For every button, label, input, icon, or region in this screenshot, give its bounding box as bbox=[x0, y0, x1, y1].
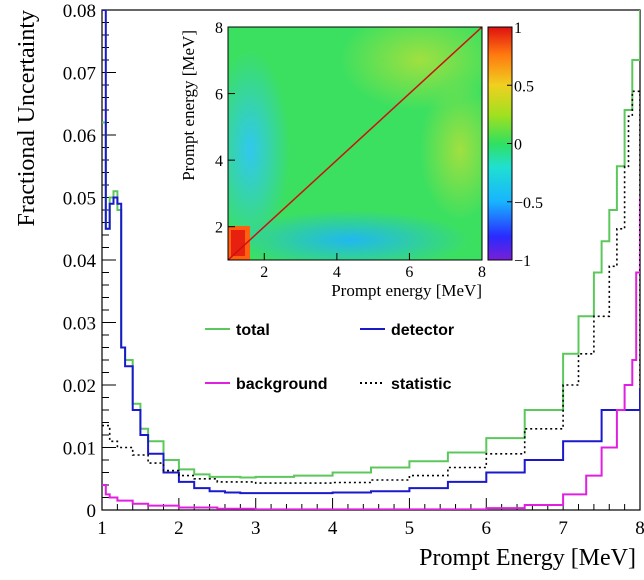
main-x-tick-label: 5 bbox=[405, 518, 415, 539]
main-x-axis-title: Prompt Energy [MeV] bbox=[419, 545, 636, 571]
inset-y-tick-label: 6 bbox=[215, 87, 223, 104]
main-x-tick-label: 4 bbox=[328, 518, 338, 539]
main-y-tick-label: 0 bbox=[87, 501, 97, 522]
main-y-axis-title: Fractional Uncertainty bbox=[14, 10, 40, 227]
main-y-tick-label: 0.04 bbox=[63, 251, 97, 272]
inset-y-tick-label: 8 bbox=[215, 20, 223, 37]
inset-y-axis-ticks: 2 4 6 8 bbox=[215, 20, 235, 237]
main-series-group bbox=[102, 10, 640, 510]
inset-x-tick-label: 2 bbox=[260, 264, 268, 281]
heatmap-region-cyan-left bbox=[228, 50, 290, 250]
colorbar-tick-label: −1 bbox=[514, 253, 531, 270]
main-x-tick-label: 8 bbox=[635, 518, 644, 539]
main-x-tick-label: 3 bbox=[251, 518, 261, 539]
main-x-tick-label: 7 bbox=[558, 518, 568, 539]
inset-y-tick-label: 2 bbox=[215, 220, 223, 237]
colorbar-tick-label: −0.5 bbox=[514, 195, 543, 212]
main-y-tick-label: 0.01 bbox=[63, 439, 96, 460]
heatmap-low-energy-core bbox=[231, 230, 245, 256]
legend-label-statistic: statistic bbox=[391, 376, 452, 393]
legend-label-total: total bbox=[236, 322, 270, 339]
inset-x-tick-label: 4 bbox=[333, 264, 341, 281]
heatmap-region-cyan-bottom bbox=[230, 210, 470, 260]
legend-label-background: background bbox=[236, 376, 328, 393]
legend-label-detector: detector bbox=[391, 322, 454, 339]
colorbar-tick-label: 1 bbox=[514, 20, 522, 37]
heatmap-diagonal bbox=[228, 27, 482, 260]
main-x-tick-label: 2 bbox=[174, 518, 184, 539]
main-y-axis-ticks: 0 0.01 0.02 0.03 0.04 0.05 0.06 0.07 0.08 bbox=[63, 1, 116, 522]
inset-x-axis-title: Prompt energy [MeV] bbox=[331, 281, 482, 300]
colorbar-tick-label: 0.5 bbox=[514, 78, 534, 95]
main-y-tick-label: 0.03 bbox=[63, 314, 96, 335]
series-line-background bbox=[102, 197, 640, 510]
legend: total detector background statistic bbox=[205, 322, 454, 393]
inset-frame bbox=[227, 26, 483, 261]
inset-x-tick-label: 6 bbox=[405, 264, 413, 281]
colorbar-tick-label: 0 bbox=[514, 137, 522, 154]
series-line-detector bbox=[102, 10, 640, 495]
series-line-statistic bbox=[102, 90, 640, 484]
main-x-tick-label: 6 bbox=[482, 518, 492, 539]
inset-x-tick-label: 8 bbox=[478, 264, 486, 281]
main-x-tick-label: 1 bbox=[97, 518, 107, 539]
colorbar-ticks: 1 0.5 0 −0.5 −1 bbox=[507, 20, 543, 270]
heatmap-region-yellow-right bbox=[420, 80, 482, 220]
main-y-tick-label: 0.08 bbox=[63, 1, 96, 22]
main-y-tick-label: 0.02 bbox=[63, 376, 96, 397]
inset-heatmap-regions bbox=[228, 27, 482, 260]
inset-y-tick-label: 4 bbox=[215, 153, 223, 170]
inset-x-axis-ticks: 2 4 6 8 bbox=[260, 253, 486, 281]
inset-y-axis-title: Prompt energy [MeV] bbox=[179, 30, 198, 181]
main-y-tick-label: 0.06 bbox=[63, 126, 96, 147]
main-y-tick-label: 0.07 bbox=[63, 64, 96, 85]
inset-heatmap: 2 4 6 8 2 4 6 8 Prompt energy [MeV] Prompt ene… bbox=[179, 20, 543, 300]
main-x-axis-ticks: 1 2 3 4 5 6 7 8 bbox=[97, 498, 644, 539]
main-y-tick-label: 0.05 bbox=[63, 189, 96, 210]
